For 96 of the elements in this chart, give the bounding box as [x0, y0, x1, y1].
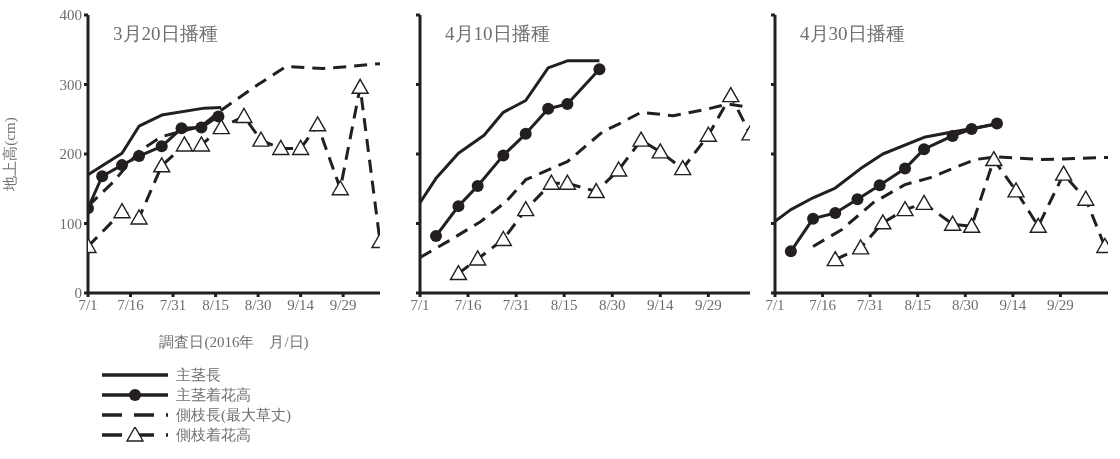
x-tick-label: 8/15 — [550, 296, 578, 313]
point — [1007, 182, 1025, 198]
point — [918, 143, 931, 156]
point — [829, 207, 842, 220]
x-tick-label: 8/15 — [904, 296, 932, 313]
x-tick-label: 8/30 — [244, 296, 272, 313]
y-tick-label: 200 — [59, 146, 82, 163]
point — [826, 250, 844, 267]
point — [452, 200, 465, 213]
point — [632, 131, 650, 147]
x-tick-label: 8/30 — [598, 296, 626, 313]
point — [195, 121, 208, 134]
point — [497, 149, 510, 162]
point — [873, 179, 886, 192]
legend-label: 主茎長 — [176, 365, 221, 385]
point — [593, 63, 606, 76]
point — [542, 174, 561, 190]
legend-label: 側枝着花高 — [176, 425, 251, 445]
point — [192, 136, 211, 152]
point — [1029, 217, 1047, 233]
x-tick-label: 8/15 — [202, 296, 229, 313]
y-tick-label: 400 — [59, 7, 82, 24]
legend-label: 主茎着花高 — [176, 385, 251, 405]
point — [212, 110, 225, 123]
point — [519, 127, 532, 140]
point — [175, 136, 194, 152]
point — [116, 159, 129, 172]
point — [430, 230, 443, 243]
point — [558, 174, 577, 190]
point — [113, 202, 131, 219]
point — [351, 78, 369, 94]
x-tick-label: 7/1 — [765, 296, 785, 313]
point — [699, 126, 718, 142]
point — [851, 193, 864, 206]
x-tick-label: 7/31 — [856, 296, 884, 313]
point — [133, 150, 146, 163]
point — [449, 264, 468, 281]
x-tick-label: 8/30 — [951, 296, 979, 313]
point — [851, 239, 870, 255]
point — [291, 139, 310, 156]
point — [235, 107, 253, 124]
chart-title: 3月20日播種 — [113, 22, 218, 46]
point — [915, 194, 933, 211]
x-axis-title: 調査日(2016年 月/日) — [158, 333, 310, 352]
point — [674, 159, 692, 176]
x-tick-label: 9/14 — [646, 296, 675, 313]
point — [517, 200, 535, 217]
point — [175, 122, 188, 135]
point — [991, 117, 1003, 130]
x-tick-label: 7/31 — [159, 296, 187, 313]
chart-title: 4月10日播種 — [445, 22, 550, 46]
point — [272, 139, 290, 156]
x-tick-label: 9/14 — [287, 296, 315, 313]
x-tick-label: 9/14 — [999, 296, 1027, 313]
point — [874, 214, 892, 230]
y-tick-label: 100 — [59, 215, 82, 232]
point — [722, 86, 740, 103]
legend-label: 側枝長(最大草丈) — [176, 405, 291, 425]
point — [962, 217, 981, 233]
point — [155, 140, 168, 153]
x-tick-label: 7/16 — [454, 296, 482, 313]
x-tick-label: 9/29 — [329, 296, 357, 313]
y-tick-label: 300 — [59, 76, 82, 93]
point — [130, 209, 148, 225]
point — [494, 230, 512, 247]
point — [1054, 165, 1073, 181]
point — [896, 200, 914, 217]
point — [331, 180, 350, 196]
point — [468, 250, 487, 266]
point — [651, 143, 669, 159]
point — [561, 97, 574, 110]
y-axis-title: 地上高(cm) — [2, 117, 20, 192]
chart-title: 4月30日播種 — [800, 22, 905, 46]
x-tick-label: 7/16 — [117, 296, 145, 313]
point — [784, 245, 797, 258]
point — [587, 182, 605, 199]
point — [965, 122, 978, 135]
x-tick-label: 7/1 — [410, 296, 430, 313]
x-tick-label: 7/16 — [809, 296, 837, 313]
point — [946, 129, 959, 142]
x-tick-label: 9/29 — [1047, 296, 1074, 313]
point — [609, 161, 628, 177]
x-tick-label: 9/29 — [695, 296, 722, 313]
point — [212, 118, 230, 135]
point — [943, 215, 962, 231]
point — [308, 116, 327, 132]
point — [542, 102, 555, 115]
point — [96, 170, 109, 183]
point — [153, 157, 171, 173]
point — [471, 179, 484, 192]
point — [899, 162, 912, 175]
point — [252, 131, 270, 147]
point — [1077, 190, 1095, 206]
x-tick-label: 7/31 — [502, 296, 530, 313]
point — [807, 212, 820, 225]
point — [985, 150, 1003, 167]
